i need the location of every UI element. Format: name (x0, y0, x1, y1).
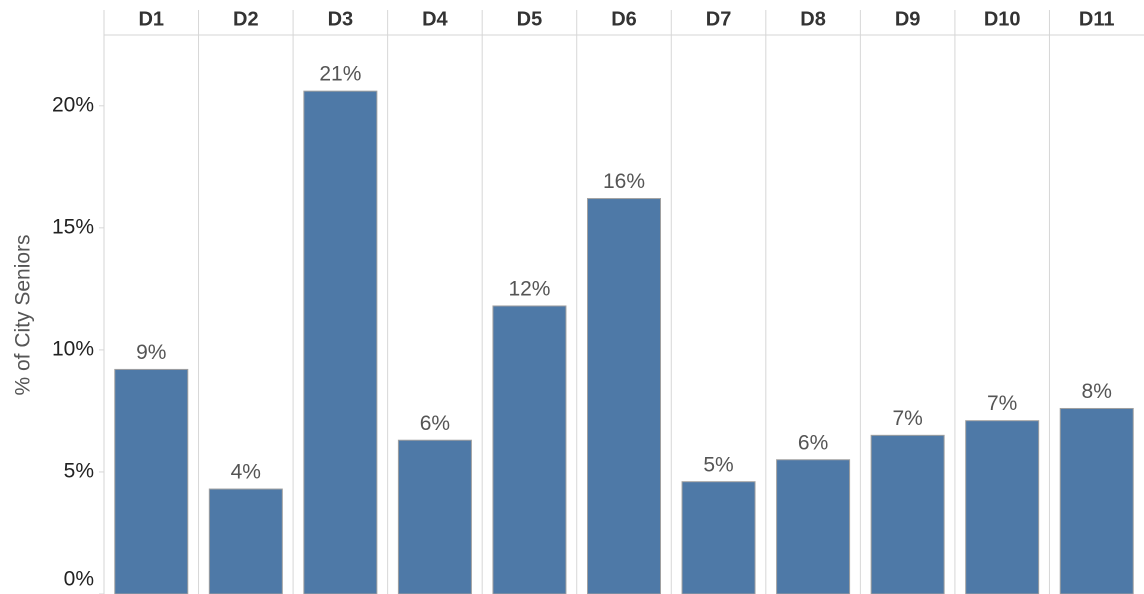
value-label: 6% (420, 412, 450, 435)
y-tick-label: 15% (52, 215, 94, 238)
bar (114, 368, 189, 594)
y-axis-label: % of City Seniors (12, 234, 35, 395)
y-tick-label: 20% (52, 93, 94, 116)
value-label: 21% (319, 63, 361, 86)
value-label: 6% (798, 431, 828, 454)
bar (965, 420, 1040, 594)
column-header: D7 (706, 8, 732, 30)
column-header: D10 (984, 8, 1021, 30)
column-header: D5 (517, 8, 543, 30)
value-label: 12% (508, 278, 550, 301)
bar (587, 198, 661, 594)
y-tick-label: 10% (52, 337, 94, 360)
column-header: D6 (611, 8, 637, 30)
value-label: 8% (1082, 380, 1112, 403)
bar (1059, 407, 1134, 594)
column-header: D2 (233, 8, 259, 30)
bar (870, 434, 945, 594)
column-header: D1 (138, 8, 164, 30)
value-label: 7% (987, 392, 1017, 415)
bar (208, 488, 283, 594)
value-label: 7% (892, 407, 922, 430)
bar (303, 90, 378, 594)
bar (776, 459, 851, 594)
y-tick-label: 5% (64, 459, 94, 482)
column-header: D9 (895, 8, 921, 30)
column-header: D8 (800, 8, 826, 30)
bar (681, 481, 756, 594)
y-tick-label: 0% (64, 568, 94, 591)
bar (397, 439, 472, 594)
value-label: 4% (231, 461, 261, 484)
value-label: 9% (136, 341, 166, 364)
column-header: D3 (328, 8, 354, 30)
column-header: D11 (1079, 8, 1115, 30)
value-label: 16% (603, 170, 645, 193)
bar (492, 305, 567, 594)
column-header: D4 (422, 8, 448, 30)
value-label: 5% (703, 453, 733, 476)
